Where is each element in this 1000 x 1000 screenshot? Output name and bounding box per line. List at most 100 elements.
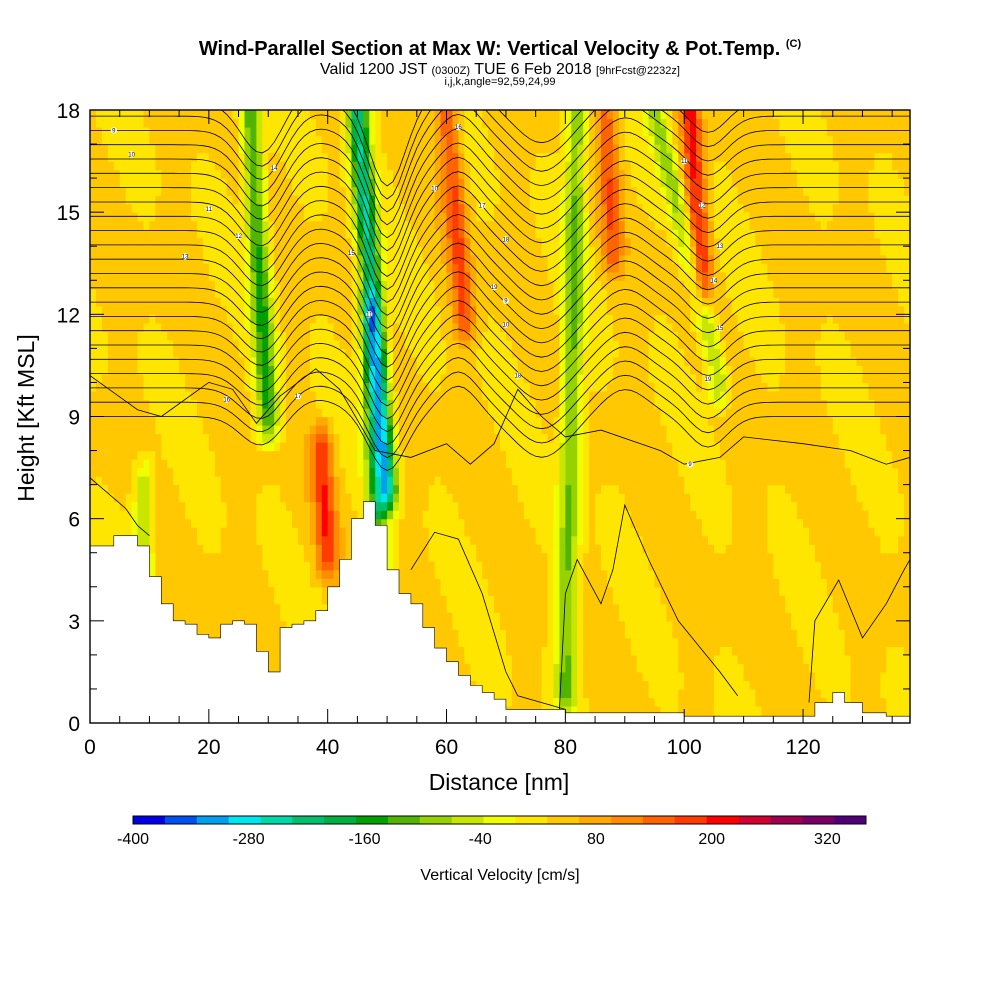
velocity-cell xyxy=(470,416,477,426)
velocity-cell xyxy=(90,135,97,145)
velocity-cell xyxy=(161,127,168,137)
velocity-cell xyxy=(95,203,103,213)
velocity-cell xyxy=(119,305,127,315)
velocity-cell xyxy=(256,586,263,596)
velocity-cell xyxy=(494,110,501,120)
velocity-cell xyxy=(476,654,483,664)
velocity-cell xyxy=(452,654,459,664)
velocity-cell xyxy=(458,578,465,588)
velocity-cell xyxy=(143,212,151,222)
velocity-cell xyxy=(292,518,299,528)
velocity-cell xyxy=(476,493,483,503)
velocity-cell xyxy=(125,407,133,418)
velocity-cell xyxy=(303,152,311,162)
velocity-cell xyxy=(404,510,412,520)
velocity-cell xyxy=(149,348,156,358)
velocity-cell xyxy=(208,220,216,230)
velocity-cell xyxy=(220,288,228,298)
velocity-cell xyxy=(232,152,240,162)
velocity-cell xyxy=(476,195,483,205)
velocity-cell xyxy=(416,467,424,477)
velocity-cell xyxy=(125,178,133,188)
velocity-cell xyxy=(280,442,287,452)
velocity-cell xyxy=(428,365,436,375)
velocity-cell xyxy=(113,322,121,332)
velocity-cell xyxy=(191,484,198,494)
velocity-cell xyxy=(155,220,162,230)
velocity-cell xyxy=(363,450,370,460)
velocity-cell xyxy=(357,442,364,452)
velocity-cell xyxy=(137,433,145,443)
velocity-cell xyxy=(101,288,109,298)
velocity-cell xyxy=(250,271,257,281)
velocity-cell xyxy=(428,603,436,613)
velocity-cell xyxy=(268,407,275,418)
velocity-cell xyxy=(95,322,103,332)
velocity-cell xyxy=(404,442,412,452)
velocity-cell xyxy=(220,161,228,171)
velocity-cell xyxy=(191,510,198,520)
velocity-cell xyxy=(274,339,281,349)
velocity-cell xyxy=(416,544,424,554)
velocity-cell xyxy=(191,433,198,443)
velocity-cell xyxy=(208,169,216,179)
velocity-cell xyxy=(250,373,257,384)
velocity-cell xyxy=(208,118,216,128)
velocity-cell xyxy=(173,459,180,469)
velocity-cell xyxy=(155,467,162,477)
velocity-cell xyxy=(191,229,198,239)
velocity-cell xyxy=(434,118,442,128)
velocity-cell xyxy=(488,118,495,128)
velocity-cell xyxy=(286,603,293,613)
velocity-cell xyxy=(268,518,275,528)
velocity-cell xyxy=(333,110,341,120)
velocity-cell xyxy=(119,459,127,469)
velocity-cell xyxy=(107,152,115,162)
velocity-cell xyxy=(214,467,222,477)
velocity-cell xyxy=(387,390,394,401)
velocity-cell xyxy=(268,399,275,409)
velocity-cell xyxy=(345,288,353,298)
velocity-cell xyxy=(321,561,329,571)
velocity-cell xyxy=(286,467,293,477)
velocity-cell xyxy=(244,127,252,137)
velocity-cell xyxy=(375,476,382,486)
velocity-cell xyxy=(101,203,109,213)
velocity-cell xyxy=(369,203,376,213)
velocity-cell xyxy=(309,416,317,426)
velocity-cell xyxy=(262,629,269,639)
velocity-cell xyxy=(410,246,418,256)
velocity-cell xyxy=(262,195,269,205)
velocity-cell xyxy=(440,390,448,401)
velocity-cell xyxy=(125,246,133,256)
velocity-cell xyxy=(393,467,400,477)
velocity-cell xyxy=(196,510,204,520)
velocity-cell xyxy=(161,339,168,349)
velocity-cell xyxy=(446,144,454,154)
velocity-cell xyxy=(185,467,192,477)
velocity-cell xyxy=(416,144,424,154)
velocity-cell xyxy=(244,237,252,247)
velocity-cell xyxy=(185,433,192,443)
velocity-cell xyxy=(238,263,246,273)
velocity-cell xyxy=(458,212,465,222)
velocity-cell xyxy=(494,339,501,349)
velocity-cell xyxy=(339,118,347,128)
velocity-cell xyxy=(155,433,162,443)
velocity-cell xyxy=(303,535,311,545)
velocity-cell xyxy=(494,561,501,571)
velocity-cell xyxy=(494,578,501,588)
velocity-cell xyxy=(488,680,495,690)
velocity-cell xyxy=(179,229,186,239)
velocity-cell xyxy=(410,552,418,562)
velocity-cell xyxy=(185,518,192,528)
velocity-cell xyxy=(375,382,382,392)
velocity-cell xyxy=(232,254,240,264)
velocity-cell xyxy=(345,501,353,511)
velocity-cell xyxy=(286,212,293,222)
velocity-cell xyxy=(262,493,269,503)
velocity-cell xyxy=(422,271,430,281)
velocity-cell xyxy=(494,212,501,222)
velocity-cell xyxy=(256,603,263,613)
velocity-cell xyxy=(309,356,317,367)
